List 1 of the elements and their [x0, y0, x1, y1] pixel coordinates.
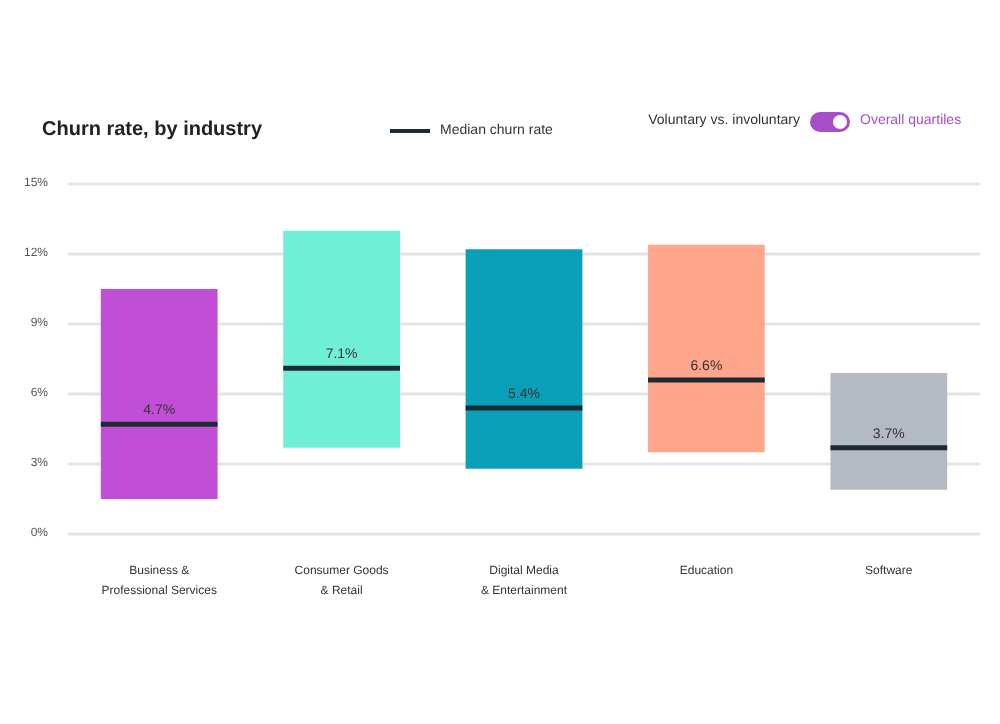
chart-title: Churn rate, by industry: [42, 119, 263, 141]
